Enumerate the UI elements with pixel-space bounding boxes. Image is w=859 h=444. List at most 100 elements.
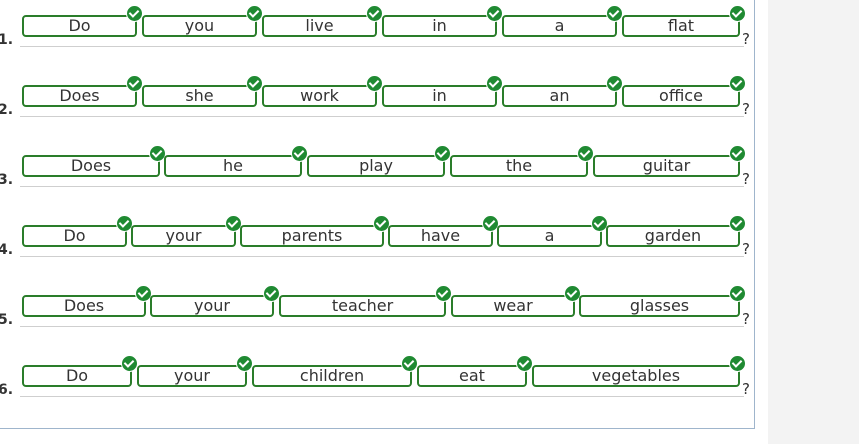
word-label: live xyxy=(305,16,334,35)
word-tile[interactable]: a xyxy=(502,5,623,37)
word-tile[interactable]: work xyxy=(262,75,383,107)
word-tile[interactable]: wear xyxy=(451,285,581,317)
word-tile[interactable]: Does xyxy=(22,285,152,317)
word-label: a xyxy=(544,226,555,245)
sentence-row-1: 1. Do you live in a flat ? xyxy=(0,5,754,50)
check-icon xyxy=(246,5,263,22)
word-tile[interactable]: have xyxy=(388,215,499,247)
word-tile[interactable]: garden xyxy=(606,215,746,247)
check-icon xyxy=(564,285,581,302)
word-label: wear xyxy=(493,296,533,315)
check-icon xyxy=(121,355,138,372)
word-tile[interactable]: flat xyxy=(622,5,746,37)
word-label: a xyxy=(554,16,565,35)
word-label: children xyxy=(299,366,365,385)
word-tile[interactable]: in xyxy=(382,75,503,107)
word-label: Do xyxy=(63,226,86,245)
check-icon xyxy=(236,355,253,372)
word-label: work xyxy=(300,86,339,105)
word-tile[interactable]: Do xyxy=(22,355,138,387)
word-tile[interactable]: you xyxy=(142,5,263,37)
check-icon xyxy=(486,5,503,22)
check-icon xyxy=(591,215,608,232)
row-number: 5. xyxy=(0,312,14,328)
word-label: the xyxy=(505,156,533,175)
word-tile[interactable]: Do xyxy=(22,5,143,37)
word-label: guitar xyxy=(642,156,691,175)
row-underline xyxy=(20,396,744,397)
word-tile[interactable]: she xyxy=(142,75,263,107)
word-label: eat xyxy=(459,366,485,385)
word-tile[interactable]: a xyxy=(497,215,608,247)
question-mark: ? xyxy=(742,100,750,118)
word-label: your xyxy=(174,366,210,385)
check-icon xyxy=(434,145,451,162)
word-tile[interactable]: eat xyxy=(417,355,533,387)
word-tile[interactable]: Does xyxy=(22,145,166,177)
word-label: she xyxy=(185,86,214,105)
check-icon xyxy=(729,5,746,22)
row-underline xyxy=(20,46,744,47)
word-label: Do xyxy=(65,366,89,385)
word-tile[interactable]: teacher xyxy=(279,285,452,317)
check-icon xyxy=(116,215,133,232)
check-icon xyxy=(126,75,143,92)
word-tile[interactable]: glasses xyxy=(579,285,746,317)
check-icon xyxy=(373,215,390,232)
word-tile[interactable]: guitar xyxy=(593,145,746,177)
question-mark: ? xyxy=(742,170,750,188)
word-tile[interactable]: live xyxy=(262,5,383,37)
word-tile[interactable]: play xyxy=(307,145,451,177)
question-mark: ? xyxy=(742,30,750,48)
word-tile[interactable]: parents xyxy=(240,215,390,247)
row-number: 3. xyxy=(0,172,14,188)
word-tile[interactable]: office xyxy=(622,75,746,107)
check-icon xyxy=(729,285,746,302)
row-underline xyxy=(20,116,744,117)
word-label: in xyxy=(432,16,447,35)
sentence-row-2: 2. Does she work in an office ? xyxy=(0,75,754,120)
check-icon xyxy=(516,355,533,372)
check-icon xyxy=(225,215,242,232)
row-number: 4. xyxy=(0,242,14,258)
word-tile[interactable]: your xyxy=(131,215,242,247)
word-label: flat xyxy=(667,16,695,35)
word-tile[interactable]: your xyxy=(150,285,280,317)
word-tile[interactable]: your xyxy=(137,355,253,387)
word-tile[interactable]: the xyxy=(450,145,594,177)
exercise-panel: 1. Do you live in a flat ? 2. xyxy=(0,0,755,429)
word-label: vegetables xyxy=(591,366,681,385)
word-label: he xyxy=(223,156,243,175)
check-icon xyxy=(729,215,746,232)
word-tile[interactable]: Do xyxy=(22,215,133,247)
word-label: parents xyxy=(281,226,343,245)
check-icon xyxy=(729,145,746,162)
check-icon xyxy=(263,285,280,302)
check-icon xyxy=(606,75,623,92)
word-label: teacher xyxy=(331,296,394,315)
word-tile[interactable]: Does xyxy=(22,75,143,107)
check-icon xyxy=(729,355,746,372)
check-icon xyxy=(291,145,308,162)
word-tile[interactable]: he xyxy=(164,145,308,177)
row-underline xyxy=(20,186,744,187)
word-label: your xyxy=(165,226,202,245)
word-tile[interactable]: in xyxy=(382,5,503,37)
check-icon xyxy=(366,75,383,92)
word-label: garden xyxy=(644,226,702,245)
word-label: Do xyxy=(68,16,91,35)
row-underline xyxy=(20,326,744,327)
check-icon xyxy=(401,355,418,372)
word-label: glasses xyxy=(629,296,690,315)
check-icon xyxy=(486,75,503,92)
sentence-row-3: 3. Does he play the guitar ? xyxy=(0,145,754,190)
sentence-row-4: 4. Do your parents have a garden ? xyxy=(0,215,754,260)
word-tile[interactable]: children xyxy=(252,355,418,387)
word-label: in xyxy=(432,86,447,105)
check-icon xyxy=(135,285,152,302)
check-icon xyxy=(126,5,143,22)
word-label: an xyxy=(549,86,570,105)
word-tile[interactable]: an xyxy=(502,75,623,107)
sentence-row-5: 5. Does your teacher wear glasses ? xyxy=(0,285,754,330)
word-tile[interactable]: vegetables xyxy=(532,355,746,387)
